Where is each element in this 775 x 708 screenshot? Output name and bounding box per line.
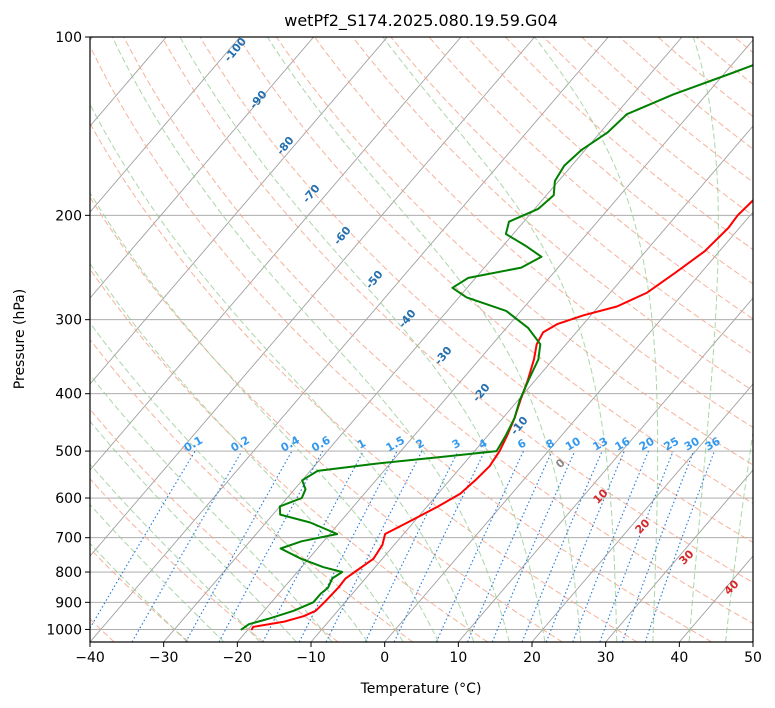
- isotherm-line: [90, 37, 314, 299]
- moist-adiabat-line: [725, 428, 753, 642]
- dry-adiabat-line: [199, 37, 753, 544]
- mixing-ratio-line: [435, 450, 524, 642]
- moist-adiabat-line: [688, 37, 719, 642]
- y-tick-label: 1000: [46, 622, 82, 638]
- isotherm-line: [384, 211, 753, 642]
- x-tick-label: −40: [75, 650, 105, 666]
- dry-adiabat-line: [90, 268, 488, 642]
- y-tick-label: 400: [55, 387, 82, 403]
- mixing-ratio-line: [491, 450, 576, 642]
- series-layer: [240, 64, 753, 631]
- moist-adiabat-line: [90, 420, 297, 642]
- dry-adiabat-line: [466, 37, 753, 285]
- moist-adiabat-line: [534, 37, 659, 642]
- y-tick-label: 900: [55, 595, 82, 611]
- moist-adiabat-line: [90, 262, 404, 642]
- chart-title: wetPf2_S174.2025.080.19.59.G04: [284, 11, 558, 31]
- mixing-ratio-line: [521, 450, 603, 642]
- moist-adiabat-line: [90, 373, 333, 642]
- dry-adiabat-line: [352, 37, 753, 392]
- moist-adiabat-line: [90, 103, 475, 642]
- mixing-ratio-line: [393, 450, 486, 642]
- moist-adiabat-line: [111, 37, 510, 642]
- y-tick-label: 200: [55, 208, 82, 224]
- x-tick-label: −20: [223, 650, 253, 666]
- dry-adiabat-line: [90, 122, 638, 642]
- isotherm-line: [90, 37, 462, 471]
- x-axis: −40 −30 −20 −10 0 10 20 30 40 50: [75, 642, 762, 666]
- x-axis-title: Temperature (°C): [360, 681, 482, 697]
- y-axis: 100 200 300 400 500 600 700 800 900 1000: [46, 30, 90, 638]
- moist-adiabat-line: [90, 542, 188, 642]
- mixing-ratio-line: [364, 450, 459, 642]
- moist-adiabat-line: [90, 463, 261, 642]
- isotherm-line: [90, 37, 535, 557]
- moist-adiabat-line: [90, 503, 225, 642]
- dry-adiabat-line: [123, 37, 753, 624]
- dry-adiabat-line: [505, 37, 753, 251]
- y-tick-label: 800: [55, 565, 82, 581]
- isotherm-line: [163, 37, 683, 642]
- mixing-ratio-line: [218, 450, 324, 642]
- dry-adiabat-line: [161, 37, 753, 584]
- y-tick-label: 300: [55, 313, 82, 329]
- dry-adiabat-line: [543, 37, 753, 217]
- x-tick-label: 40: [670, 650, 688, 666]
- mixing-ratio-line: [644, 450, 715, 642]
- y-tick-label: 600: [55, 491, 82, 507]
- plot-frame: [89, 36, 754, 643]
- x-tick-label: 10: [449, 650, 467, 666]
- dry-adiabat-line: [428, 37, 753, 320]
- dry-adiabat-line: [275, 37, 753, 466]
- isotherm-line: [531, 383, 753, 642]
- mixing-ratio-line: [131, 450, 243, 642]
- y-axis-title: Pressure (hPa): [12, 289, 28, 389]
- x-tick-label: 50: [744, 650, 762, 666]
- mixing-ratio-line: [90, 450, 196, 630]
- isotherm-line: [457, 297, 753, 642]
- x-tick-label: 0: [380, 650, 389, 666]
- dry-adiabat-line: [237, 37, 753, 504]
- y-tick-label: 100: [55, 30, 82, 46]
- mixing-ratio-line: [185, 450, 293, 642]
- dry-adiabat-line: [90, 44, 712, 642]
- x-tick-label: 30: [597, 650, 615, 666]
- dry-adiabat-line: [90, 408, 339, 642]
- isotherm-line: [236, 39, 753, 642]
- isotherm-line: [90, 37, 241, 213]
- x-tick-label: −30: [149, 650, 179, 666]
- isotherm-line: [90, 37, 388, 385]
- dewpoint-profile-line: [240, 64, 753, 631]
- y-tick-label: 700: [55, 531, 82, 547]
- isotherm-line: [605, 469, 753, 642]
- mixing-ratio-line: [621, 450, 695, 642]
- moist-adiabat-line: [382, 37, 618, 642]
- grid-layer: [90, 37, 753, 642]
- x-tick-label: 20: [523, 650, 541, 666]
- y-tick-label: 500: [55, 444, 82, 460]
- x-tick-label: −10: [296, 650, 326, 666]
- isotherm-line: [90, 37, 609, 642]
- moist-adiabat-line: [90, 191, 439, 642]
- dry-adiabat-line: [390, 37, 753, 356]
- dry-adiabat-line: [314, 37, 753, 429]
